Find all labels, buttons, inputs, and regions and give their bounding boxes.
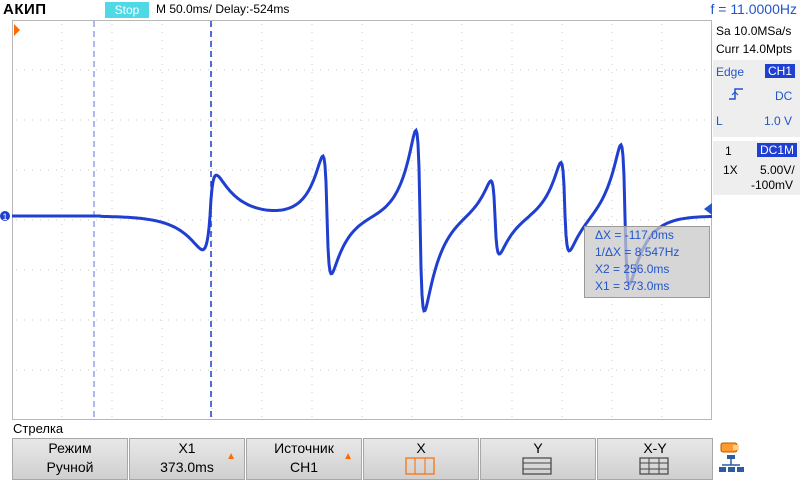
trigger-type: Edge [716,65,745,79]
cursor-x2-value: X2 = 256.0ms [595,262,670,276]
x1-softkey-value: 373.0ms [160,459,214,475]
x1-softkey[interactable]: X1 373.0ms ▲ [129,438,245,480]
y-cursor-softkey[interactable]: Y [480,438,596,480]
source-softkey-label: Источник [274,440,334,456]
xy-cursor-icon [639,457,669,475]
brand-logo: АКИП [3,1,47,18]
mode-softkey-label: Режим [48,440,92,456]
right-info-panel: Sa 10.0MSa/s Curr 14.0Mpts [713,20,800,420]
channel-number: 1 [725,144,732,158]
storage-network-icon[interactable] [716,441,746,477]
xy-cursor-label: X-Y [643,440,667,456]
x-cursor-softkey[interactable]: X [363,438,479,480]
channel-coupling-badge: DC1M [757,143,798,157]
source-softkey-value: CH1 [289,459,318,475]
x1-softkey-label: X1 [178,440,196,456]
channel1-ground-marker[interactable]: 1 [0,211,10,222]
mode-softkey-value: Ручной [46,459,94,475]
waveform-grid-frame [12,20,712,420]
trigger-position-marker[interactable] [14,24,20,36]
trigger-panel[interactable]: Edge CH1 DC L 1.0 V [713,60,800,137]
timebase-readout: M 50.0ms/ Delay:-524ms [156,2,290,16]
vertical-offset: -100mV [751,178,794,192]
mode-softkey[interactable]: Режим Ручной [12,438,128,480]
cursor-inverse-delta-x: 1/ΔX = 8.547Hz [595,245,680,259]
memory-depth-readout: Curr 14.0Mpts [716,42,793,56]
vertical-scale: 5.00V/ [760,163,795,177]
trigger-level-marker[interactable] [704,203,712,215]
channel1-marker-label: 1 [2,212,7,222]
trigger-level-value: 1.0 V [764,114,793,128]
xy-cursor-softkey[interactable]: X-Y [597,438,713,480]
channel1-panel[interactable]: 1 DC1M 1X 5.00V/ -100mV [713,141,800,195]
probe-ratio: 1X [723,163,738,177]
cursor-x1-value: X1 = 373.0ms [595,279,670,293]
x-cursor-icon [405,457,435,475]
cursor-readout-box: ΔX = -117.0ms 1/ΔX = 8.547Hz X2 = 256.0m… [584,226,710,298]
menu-title: Стрелка [13,421,64,436]
top-status-bar: АКИП Stop M 50.0ms/ Delay:-524ms f = 11.… [0,0,800,20]
trigger-coupling: DC [775,89,793,103]
rising-edge-icon [729,88,743,100]
cursor-delta-x: ΔX = -117.0ms [595,228,674,242]
x-cursor-label: X [416,440,426,456]
y-cursor-label: Y [533,440,543,456]
source-softkey[interactable]: Источник CH1 ▲ [246,438,362,480]
run-state-badge[interactable]: Stop [105,2,149,18]
trigger-source-badge: CH1 [765,64,796,78]
channel1-trace [12,127,713,313]
graticule [16,24,705,417]
trigger-level-label: L [716,114,723,128]
source-adjust-arrow-icon: ▲ [343,451,353,462]
x1-adjust-arrow-icon: ▲ [226,451,236,462]
frequency-readout: f = 11.0000Hz [710,1,797,17]
sample-rate-readout: Sa 10.0MSa/s [716,24,792,38]
y-cursor-icon [522,457,552,475]
